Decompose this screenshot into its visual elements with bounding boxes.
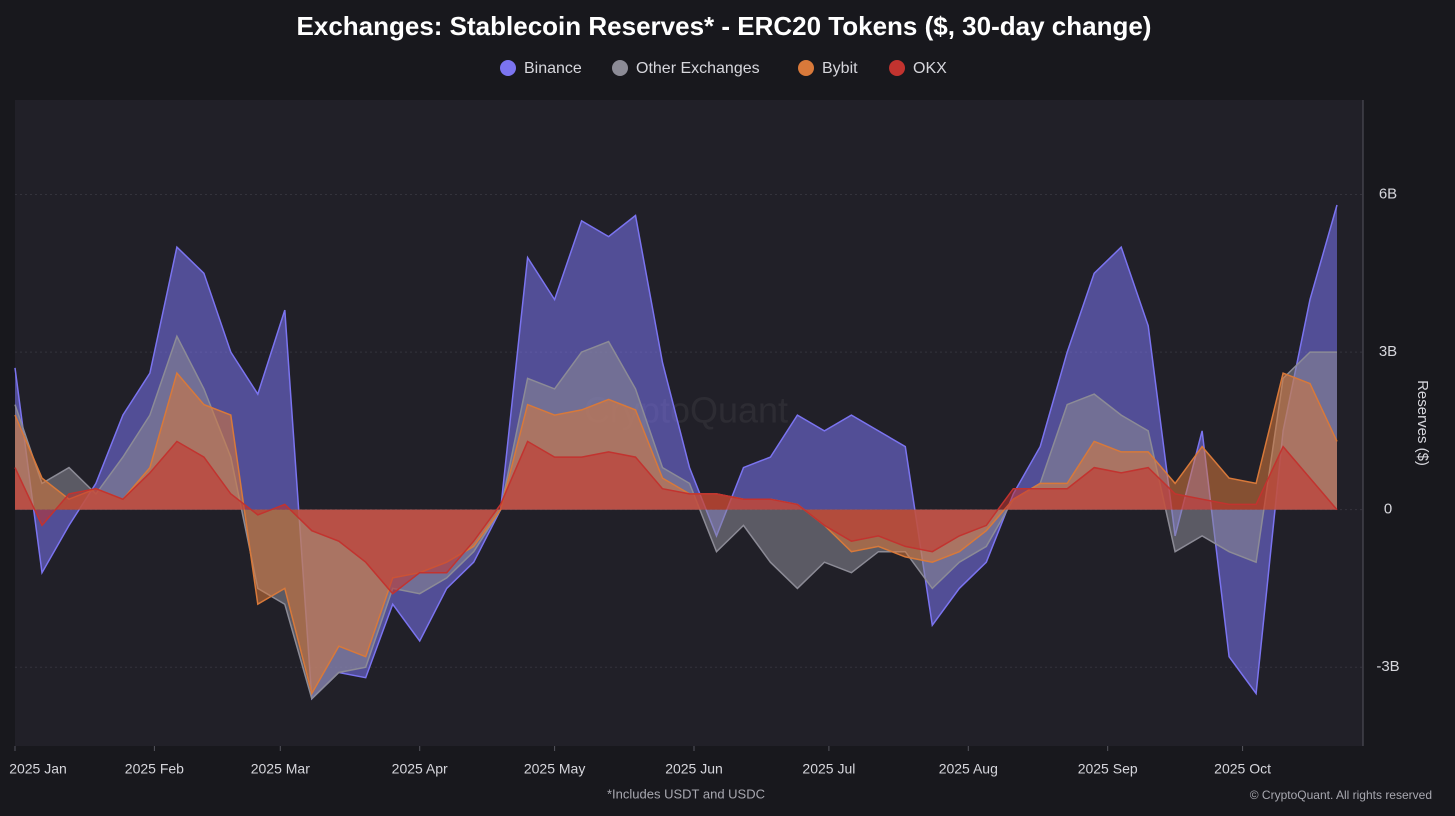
area-line: [14, 371, 1338, 696]
y-tick-label: 0: [1384, 501, 1392, 518]
legend-swatch: [889, 60, 905, 76]
footnote: *Includes USDT and USDC: [607, 786, 765, 801]
x-tick-label: 2025 Oct: [1214, 761, 1271, 777]
x-tick-label: 2025 May: [524, 761, 585, 777]
legend-label: Other Exchanges: [636, 60, 760, 77]
legend-swatch: [500, 60, 516, 76]
y-tick-label: -3B: [1376, 658, 1399, 675]
x-tick-label: 2025 Jul: [802, 761, 855, 777]
x-tick-label: 2025 Feb: [125, 761, 184, 777]
area-line: [14, 204, 1338, 701]
copyright: © CryptoQuant. All rights reserved: [1250, 788, 1432, 802]
x-tick-label: 2025 Jun: [665, 761, 723, 777]
y-tick-label: 6B: [1379, 186, 1397, 203]
legend-label: OKX: [913, 60, 947, 77]
legend-swatch: [798, 60, 814, 76]
x-tick-label: 2025 Mar: [251, 761, 310, 777]
y-axis-label: Reserves ($): [1414, 380, 1431, 466]
x-tick-label: 2025 Jan: [9, 761, 67, 777]
legend-swatch: [612, 60, 628, 76]
y-tick-label: 3B: [1379, 343, 1397, 360]
x-tick-label: 2025 Apr: [392, 761, 448, 777]
area-line: [14, 440, 1338, 595]
x-tick-label: 2025 Aug: [939, 761, 998, 777]
legend-label: Bybit: [822, 60, 858, 77]
legend-label: Binance: [524, 60, 582, 77]
x-tick-label: 2025 Sep: [1078, 761, 1138, 777]
chart-title: Exchanges: Stablecoin Reserves* - ERC20 …: [297, 11, 1152, 41]
area: [15, 373, 1337, 694]
